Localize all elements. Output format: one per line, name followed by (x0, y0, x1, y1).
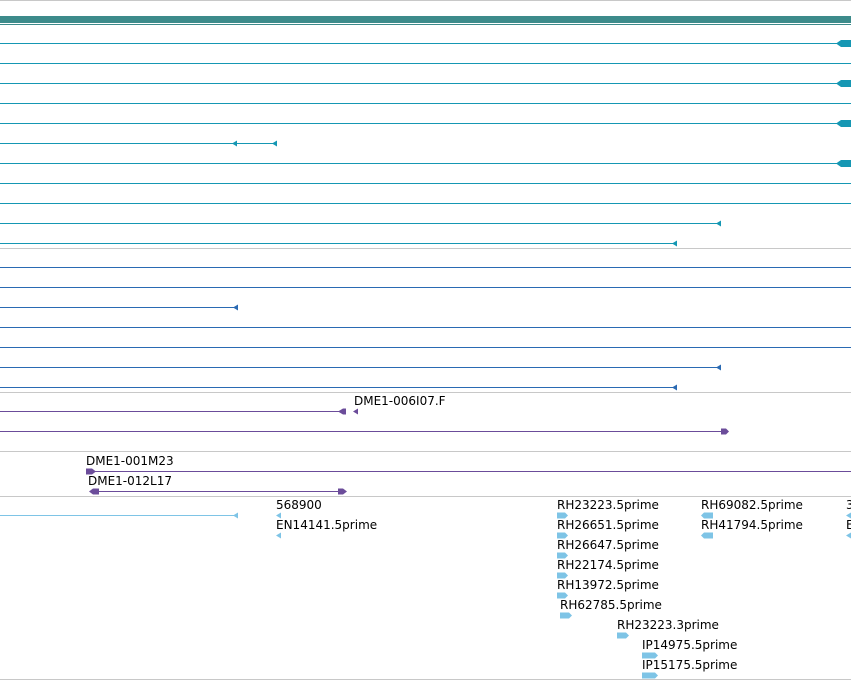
genomic-clone-track (0, 408, 851, 495)
est-feature[interactable] (557, 592, 568, 599)
clone-label[interactable]: DME1-001M23 (86, 454, 174, 468)
clone-label[interactable]: DME1-012L17 (88, 474, 172, 488)
est-arrow[interactable] (276, 512, 281, 519)
cds-track (0, 267, 851, 391)
est-feature[interactable] (557, 552, 568, 559)
clone-start[interactable] (86, 468, 96, 475)
est-label[interactable]: RH23223.5prime (557, 498, 659, 512)
gene-model-bar[interactable] (0, 16, 851, 25)
est-arrow[interactable] (846, 512, 851, 519)
transcript-arrow[interactable] (272, 140, 277, 147)
est-label[interactable]: RH62785.5prime (560, 598, 662, 612)
est-arrow[interactable] (233, 512, 238, 519)
transcript-exon[interactable] (836, 120, 851, 127)
est-feature[interactable] (557, 532, 568, 539)
est-arrow[interactable] (846, 532, 851, 539)
est-feature[interactable] (701, 532, 713, 539)
est-label[interactable]: RH69082.5prime (701, 498, 803, 512)
est-feature[interactable] (642, 652, 658, 659)
feature-labels: DME1-006I07.F DME1-001M23 DME1-012L17 56… (86, 394, 851, 672)
est-track (0, 512, 851, 679)
transcript-track (0, 40, 851, 247)
est-label[interactable]: RH41794.5prime (701, 518, 803, 532)
est-label[interactable]: RH13972.5prime (557, 578, 659, 592)
transcript-exon[interactable] (836, 40, 851, 47)
cds-arrow[interactable] (672, 384, 677, 391)
est-label[interactable]: 568900 (276, 498, 322, 512)
transcript-exon[interactable] (836, 80, 851, 87)
transcript-exon[interactable] (836, 160, 851, 167)
clone-start[interactable] (89, 488, 99, 495)
est-label[interactable]: RH26647.5prime (557, 538, 659, 552)
est-label[interactable]: 3 (846, 498, 851, 512)
est-label[interactable]: RH26651.5prime (557, 518, 659, 532)
clone-end[interactable] (721, 428, 729, 435)
est-arrow[interactable] (276, 532, 281, 539)
est-label[interactable]: IP15175.5prime (642, 658, 737, 672)
clone-arrow[interactable] (353, 408, 358, 415)
clone-end[interactable] (338, 408, 346, 415)
est-feature[interactable] (701, 512, 713, 519)
est-label[interactable]: EN14141.5prime (276, 518, 377, 532)
gene-bar[interactable] (0, 16, 851, 23)
est-feature[interactable] (557, 572, 568, 579)
cds-arrow[interactable] (716, 364, 721, 371)
transcript-arrow[interactable] (672, 240, 677, 247)
transcript-arrow[interactable] (716, 220, 721, 227)
est-feature[interactable] (557, 512, 568, 519)
est-label[interactable]: RH22174.5prime (557, 558, 659, 572)
est-label[interactable]: RH23223.3prime (617, 618, 719, 632)
est-label[interactable]: IP14975.5prime (642, 638, 737, 652)
clone-label[interactable]: DME1-006I07.F (354, 394, 446, 408)
transcript-arrow[interactable] (232, 140, 237, 147)
est-feature[interactable] (560, 612, 572, 619)
est-label[interactable]: E (846, 518, 851, 532)
est-feature[interactable] (617, 632, 629, 639)
clone-end[interactable] (338, 488, 347, 495)
est-feature[interactable] (642, 672, 658, 679)
cds-arrow[interactable] (233, 304, 238, 311)
